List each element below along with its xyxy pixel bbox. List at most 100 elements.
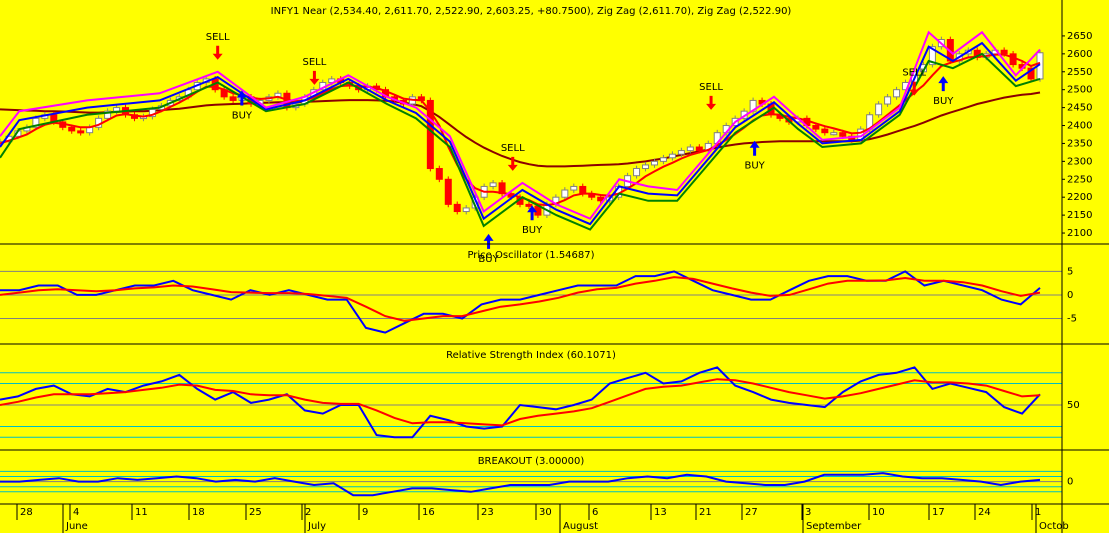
zig-zag-high-line (0, 30, 1041, 220)
oscillator-panel: Price Oscillator (1.54687) 5 0 -5 (0, 250, 1077, 334)
indicator-line (0, 472, 1041, 497)
candle-body (686, 146, 694, 152)
candle-body (435, 168, 443, 180)
indicator-line (0, 378, 1041, 427)
price-tick-label: 2300 (1067, 156, 1092, 167)
x-month-label: July (307, 521, 326, 532)
y-tick-label: 0 (1067, 290, 1073, 301)
y-tick-label: 0 (1067, 477, 1073, 488)
sell-arrow-icon (212, 45, 223, 60)
x-day-label: 3 (805, 507, 811, 518)
sell-signal: SELL (206, 32, 230, 60)
candle-body (677, 150, 685, 155)
breakout-series (0, 472, 1041, 497)
x-month-label: September (806, 521, 862, 532)
x-day-label: 1 (1035, 507, 1041, 518)
buy-arrow-icon (938, 76, 949, 92)
candle-body (884, 96, 892, 105)
price-tick-label: 2650 (1067, 31, 1092, 42)
buy-signal-label: BUY (933, 96, 954, 107)
sell-signal: SELL (501, 143, 525, 171)
sell-signal: SELL (303, 57, 327, 85)
x-day-label: 17 (932, 507, 945, 518)
candle-body (650, 160, 658, 166)
x-day-label: 28 (20, 507, 33, 518)
sell-arrow-icon (909, 81, 920, 96)
candle-body (928, 46, 936, 66)
candle-body (668, 153, 676, 159)
x-day-label: 25 (249, 507, 262, 518)
buy-signal: BUY (478, 233, 500, 265)
indicator-line (0, 366, 1041, 439)
candle-body (104, 110, 112, 119)
price-tick-label: 2100 (1067, 228, 1092, 239)
signal-markers: SELL SELL SELL SELL SELL BUY BUY BUY BUY BUY (206, 32, 955, 265)
candle-body (229, 96, 237, 101)
price-tick-label: 2150 (1067, 210, 1092, 221)
x-day-label: 2 (305, 507, 311, 518)
candle-body (633, 168, 641, 177)
candle-body (68, 126, 76, 132)
candle-body (525, 203, 533, 207)
rsi-panel: Relative Strength Index (60.1071) 50 (0, 350, 1080, 439)
fast-ma-line (0, 53, 1041, 207)
candle-body (113, 107, 121, 112)
rsi-y-ticks: 50 (0, 372, 1080, 438)
x-day-label: 18 (192, 507, 205, 518)
price-tick-label: 2200 (1067, 192, 1092, 203)
x-axis: 28 4 11 18 25 2 9 16 23 30 6 13 21 27 3 10 17 24 1 June July… (16, 504, 1069, 533)
x-day-label: 4 (73, 507, 79, 518)
candle-body (695, 146, 703, 152)
candle-body (77, 130, 85, 134)
price-y-ticks: 2100 2150 2200 2250 2300 2350 2400 2450 2500 2550… (1062, 31, 1092, 239)
price-tick-label: 2550 (1067, 67, 1092, 78)
buy-signal: BUY (933, 76, 954, 107)
x-day-label: 21 (699, 507, 712, 518)
y-tick-label: 50 (1067, 400, 1080, 411)
fast-moving-average (0, 53, 1041, 207)
sell-signal-label: SELL (303, 57, 327, 68)
buy-arrow-icon (527, 205, 538, 221)
sell-signal-label: SELL (206, 32, 230, 43)
x-day-label: 9 (362, 507, 368, 518)
sell-signal: SELL (699, 82, 723, 110)
x-day-label: 13 (654, 507, 667, 518)
buy-signal-label: BUY (744, 161, 765, 172)
candle-body (642, 164, 650, 170)
sell-signal-label: SELL (501, 143, 525, 154)
buy-signal-label: BUY (232, 111, 253, 122)
candle-body (444, 178, 452, 205)
sell-signal-label: SELL (699, 82, 723, 93)
sell-signal-label: SELL (902, 68, 926, 79)
x-day-label: 24 (978, 507, 991, 518)
price-tick-label: 2500 (1067, 85, 1092, 96)
x-day-label: 16 (422, 507, 435, 518)
zig-zag-low-line (0, 52, 1041, 231)
price-tick-label: 2600 (1067, 49, 1092, 60)
sell-signal: SELL (902, 68, 927, 96)
x-day-label: 27 (745, 507, 758, 518)
oscillator-panel-title: Price Oscillator (1.54687) (467, 250, 594, 261)
buy-arrow-icon (749, 140, 760, 156)
y-tick-label: -5 (1067, 313, 1077, 324)
y-tick-label: 5 (1067, 266, 1073, 277)
buy-signal: BUY (232, 90, 253, 122)
candle-body (489, 182, 497, 187)
candle-body (659, 157, 667, 162)
candle-body (812, 125, 820, 130)
x-month-label: August (563, 521, 598, 532)
x-month-label: June (65, 521, 88, 532)
candle-body (875, 103, 883, 116)
sell-arrow-icon (309, 70, 320, 85)
candle-body (1000, 49, 1008, 55)
x-day-label: 23 (481, 507, 494, 518)
price-tick-label: 2250 (1067, 174, 1092, 185)
x-day-label: 11 (135, 507, 148, 518)
candle-body (462, 207, 470, 213)
buy-signal-label: BUY (478, 254, 499, 265)
candle-body (579, 185, 587, 195)
candle-body (426, 99, 434, 170)
candle-body (32, 117, 40, 128)
